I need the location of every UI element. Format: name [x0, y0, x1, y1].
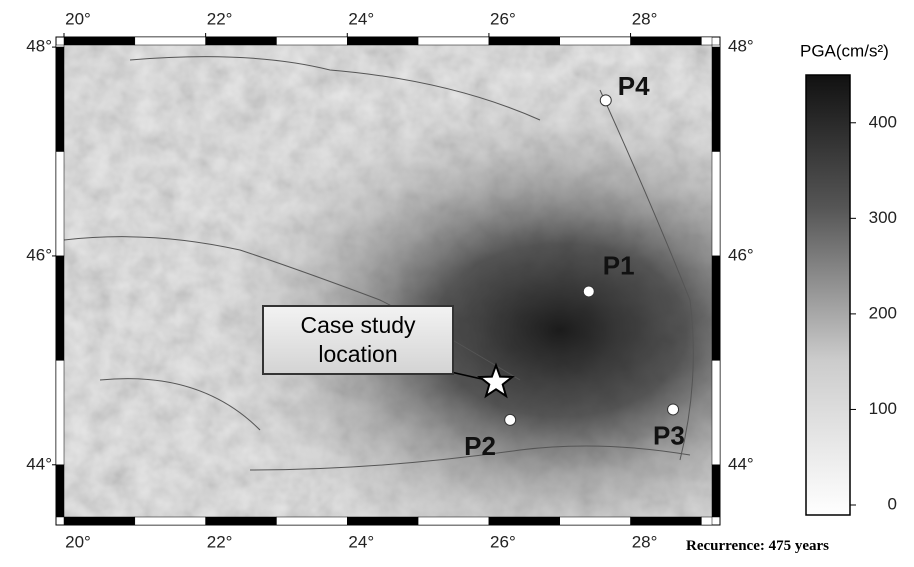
- x-tick-label: 24°: [348, 9, 374, 28]
- colorbar-tick-label: 400: [869, 112, 897, 131]
- colorbar-tick-label: 300: [869, 208, 897, 227]
- point-label: P4: [618, 71, 650, 101]
- frame-band: [712, 45, 720, 47]
- x-tick-label: 20°: [65, 9, 91, 28]
- frame-band: [56, 45, 64, 47]
- site-point: [600, 95, 611, 106]
- frame-band: [56, 152, 64, 256]
- frame-band: [712, 360, 720, 464]
- y-tick-label: 46°: [26, 245, 52, 264]
- frame-band: [64, 517, 135, 525]
- map-figure: 20° 20° 22° 22° 24° 24° 26° 26° 28° 28° 44° 44° 46° 4…: [0, 0, 914, 562]
- hazard-shading: [64, 45, 712, 517]
- colorbar-tick-label: 200: [869, 303, 897, 322]
- site-point: [505, 414, 516, 425]
- frame-band: [712, 465, 720, 517]
- frame-band: [347, 517, 418, 525]
- y-tick-label: 48°: [728, 37, 754, 56]
- frame-band: [701, 37, 712, 45]
- point-label: P3: [653, 420, 685, 450]
- point-label: P1: [603, 250, 635, 280]
- frame-band: [56, 360, 64, 464]
- frame-band: [64, 37, 135, 45]
- frame-band: [276, 517, 347, 525]
- frame-band: [347, 37, 418, 45]
- frame-band: [701, 517, 712, 525]
- map: [64, 45, 712, 517]
- colorbar-tick-label: 100: [869, 399, 897, 418]
- frame-band: [631, 517, 702, 525]
- frame-band: [135, 37, 206, 45]
- frame-band: [56, 256, 64, 360]
- y-tick-label: 44°: [26, 454, 52, 473]
- colorbar: [806, 75, 850, 515]
- page: 20° 20° 22° 22° 24° 24° 26° 26° 28° 28° 44° 44° 46° 4…: [0, 0, 914, 562]
- y-tick-label: 44°: [728, 454, 754, 473]
- frame-band: [135, 517, 206, 525]
- frame-band: [276, 37, 347, 45]
- x-tick-label: 22°: [207, 532, 233, 551]
- y-tick-label: 46°: [728, 245, 754, 264]
- x-tick-label: 26°: [490, 9, 516, 28]
- frame-band: [489, 37, 560, 45]
- frame-band: [56, 47, 64, 151]
- frame-band: [206, 37, 277, 45]
- frame-band: [206, 517, 277, 525]
- x-tick-label: 22°: [207, 9, 233, 28]
- y-tick-label: 48°: [26, 37, 52, 56]
- annotation-box: Case study location: [262, 305, 454, 375]
- x-tick-label: 26°: [490, 532, 516, 551]
- colorbar-label: PGA(cm/s²): [800, 41, 889, 60]
- frame-band: [56, 465, 64, 517]
- x-tick-label: 28°: [632, 532, 658, 551]
- footer: Recurrence: 475 years: [686, 538, 829, 555]
- frame-band: [560, 37, 631, 45]
- frame-band: [560, 517, 631, 525]
- frame-band: [418, 517, 489, 525]
- frame-band: [489, 517, 560, 525]
- x-tick-label: 24°: [348, 532, 374, 551]
- site-point: [668, 404, 679, 415]
- colorbar-tick-label: 0: [888, 494, 897, 513]
- frame-band: [712, 152, 720, 256]
- x-tick-label: 28°: [632, 9, 658, 28]
- frame-band: [712, 47, 720, 151]
- frame-band: [631, 37, 702, 45]
- site-point: [583, 286, 594, 297]
- frame-band: [712, 256, 720, 360]
- x-tick-label: 20°: [65, 532, 91, 551]
- frame-band: [418, 37, 489, 45]
- point-label: P2: [464, 431, 496, 461]
